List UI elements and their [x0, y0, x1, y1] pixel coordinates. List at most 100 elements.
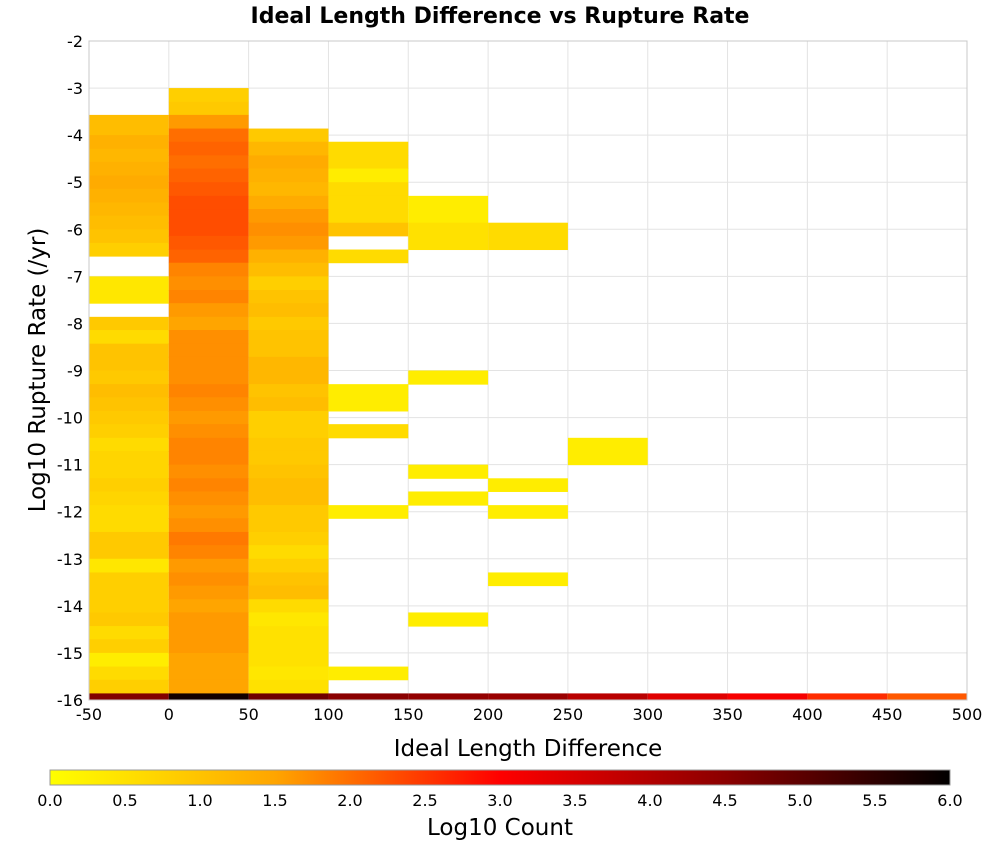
heatmap-cell: [89, 114, 169, 136]
heatmap-cell: [408, 370, 489, 385]
heatmap-cell: [168, 101, 249, 116]
heatmap-cell: [248, 343, 329, 358]
heatmap-cell: [248, 518, 329, 533]
heatmap-cell: [248, 639, 329, 654]
heatmap-cell: [89, 229, 169, 244]
heatmap-cell: [248, 410, 329, 425]
colorbar-tick-label: 6.0: [937, 791, 962, 810]
heatmap-cell: [89, 450, 169, 466]
heatmap-cell: [89, 410, 169, 425]
heatmap-cell: [168, 558, 249, 573]
heatmap-cell: [89, 356, 169, 371]
heatmap-cell-bottom-row: [89, 693, 169, 700]
heatmap-cell: [89, 148, 169, 163]
heatmap-cell: [168, 545, 249, 560]
heatmap-cell: [328, 209, 409, 224]
y-tick-label: -16: [57, 691, 83, 710]
heatmap-cell: [168, 155, 249, 170]
heatmap-cell: [328, 168, 409, 183]
heatmap-cell: [168, 249, 249, 264]
heatmap-cell: [168, 424, 249, 439]
heatmap-cell: [328, 249, 409, 264]
heatmap-cell: [248, 262, 329, 277]
heatmap-cell: [248, 276, 329, 291]
heatmap-cell: [89, 437, 169, 452]
heatmap-cell: [248, 599, 329, 613]
heatmap-cell: [168, 397, 249, 412]
heatmap-cell: [89, 161, 169, 177]
heatmap-cell-bottom-row: [408, 693, 489, 700]
heatmap-cell: [168, 410, 249, 425]
heatmap-cell: [248, 330, 329, 345]
heatmap-cell: [89, 242, 169, 257]
heatmap-cell: [89, 531, 169, 546]
heatmap-cell: [248, 222, 329, 237]
heatmap-cell: [168, 235, 249, 251]
heatmap-cell: [168, 141, 249, 156]
x-tick-label: 500: [952, 705, 983, 724]
chart-title: Ideal Length Difference vs Rupture Rate: [251, 4, 750, 29]
heatmap-cell: [248, 195, 329, 210]
heatmap-cell: [168, 491, 249, 506]
heatmap-cell: [89, 491, 169, 506]
colorbar-label: Log10 Count: [427, 815, 573, 841]
y-tick-label: -12: [57, 503, 83, 522]
y-tick-label: -5: [67, 173, 83, 192]
y-tick-label: -6: [67, 220, 83, 239]
y-tick-label: -14: [57, 597, 83, 616]
plot-area-frame: [88, 40, 968, 701]
heatmap-cell: [248, 182, 329, 197]
heatmap-cell: [328, 666, 409, 681]
heatmap-cell-bottom-row: [488, 693, 568, 700]
y-tick-label: -3: [67, 79, 83, 98]
heatmap-cell: [168, 572, 249, 587]
x-tick-label: 0: [164, 705, 174, 724]
heatmap-cell: [168, 464, 249, 479]
heatmap-cell: [248, 155, 329, 170]
heatmap-cell: [89, 276, 169, 304]
y-tick-label: -13: [57, 550, 83, 569]
heatmap-cell: [168, 128, 249, 143]
heatmap-cell: [488, 505, 568, 519]
heatmap-cell: [89, 316, 169, 331]
heatmap-cell: [328, 397, 409, 412]
heatmap-cell: [168, 531, 249, 546]
heatmap-cell: [248, 464, 329, 479]
x-axis-ticks: -50 0 50 100 150 200 250 300 350 400 450 500: [76, 705, 982, 724]
heatmap-cell: [248, 626, 329, 640]
x-axis-label: Ideal Length Difference: [394, 736, 663, 762]
heatmap-cell: [89, 215, 169, 230]
heatmap-cell: [248, 585, 329, 600]
heatmap-cell: [89, 202, 169, 217]
heatmap-cell: [89, 518, 169, 533]
heatmap-cell: [328, 155, 409, 170]
heatmap-cell: [89, 626, 169, 640]
heatmap-cell: [328, 384, 409, 398]
heatmap-cell: [168, 437, 249, 452]
heatmap-cell: [89, 679, 169, 694]
heatmap-cell: [89, 585, 169, 600]
heatmap-cell: [89, 652, 169, 668]
heatmap-cell: [328, 195, 409, 210]
y-axis-label: Log10 Rupture Rate (/yr): [25, 228, 51, 513]
x-tick-label: 100: [313, 705, 344, 724]
heatmap-cell: [248, 128, 329, 143]
colorbar-ticks: 0.0 0.5 1.0 1.5 2.0 2.5 3.0 3.5 4.0 4.5 5.0 5.5 6.0: [37, 791, 962, 810]
heatmap-cell: [168, 182, 249, 197]
colorbar-tick-label: 3.5: [562, 791, 587, 810]
heatmap-cell: [168, 450, 249, 466]
heatmap-cell-bottom-row: [887, 693, 967, 700]
heatmap-cell: [328, 505, 409, 519]
heatmap-cells: [89, 88, 967, 700]
heatmap-cell: [248, 316, 329, 331]
heatmap-cell: [248, 478, 329, 492]
heatmap-cell: [168, 168, 249, 183]
heatmap-cell: [168, 209, 249, 224]
heatmap-cell: [168, 330, 249, 345]
y-tick-label: -9: [67, 362, 83, 381]
colorbar: [49, 769, 951, 786]
heatmap-cell-bottom-row: [647, 693, 728, 700]
heatmap-cell: [168, 88, 249, 103]
heatmap-cell: [248, 437, 329, 452]
